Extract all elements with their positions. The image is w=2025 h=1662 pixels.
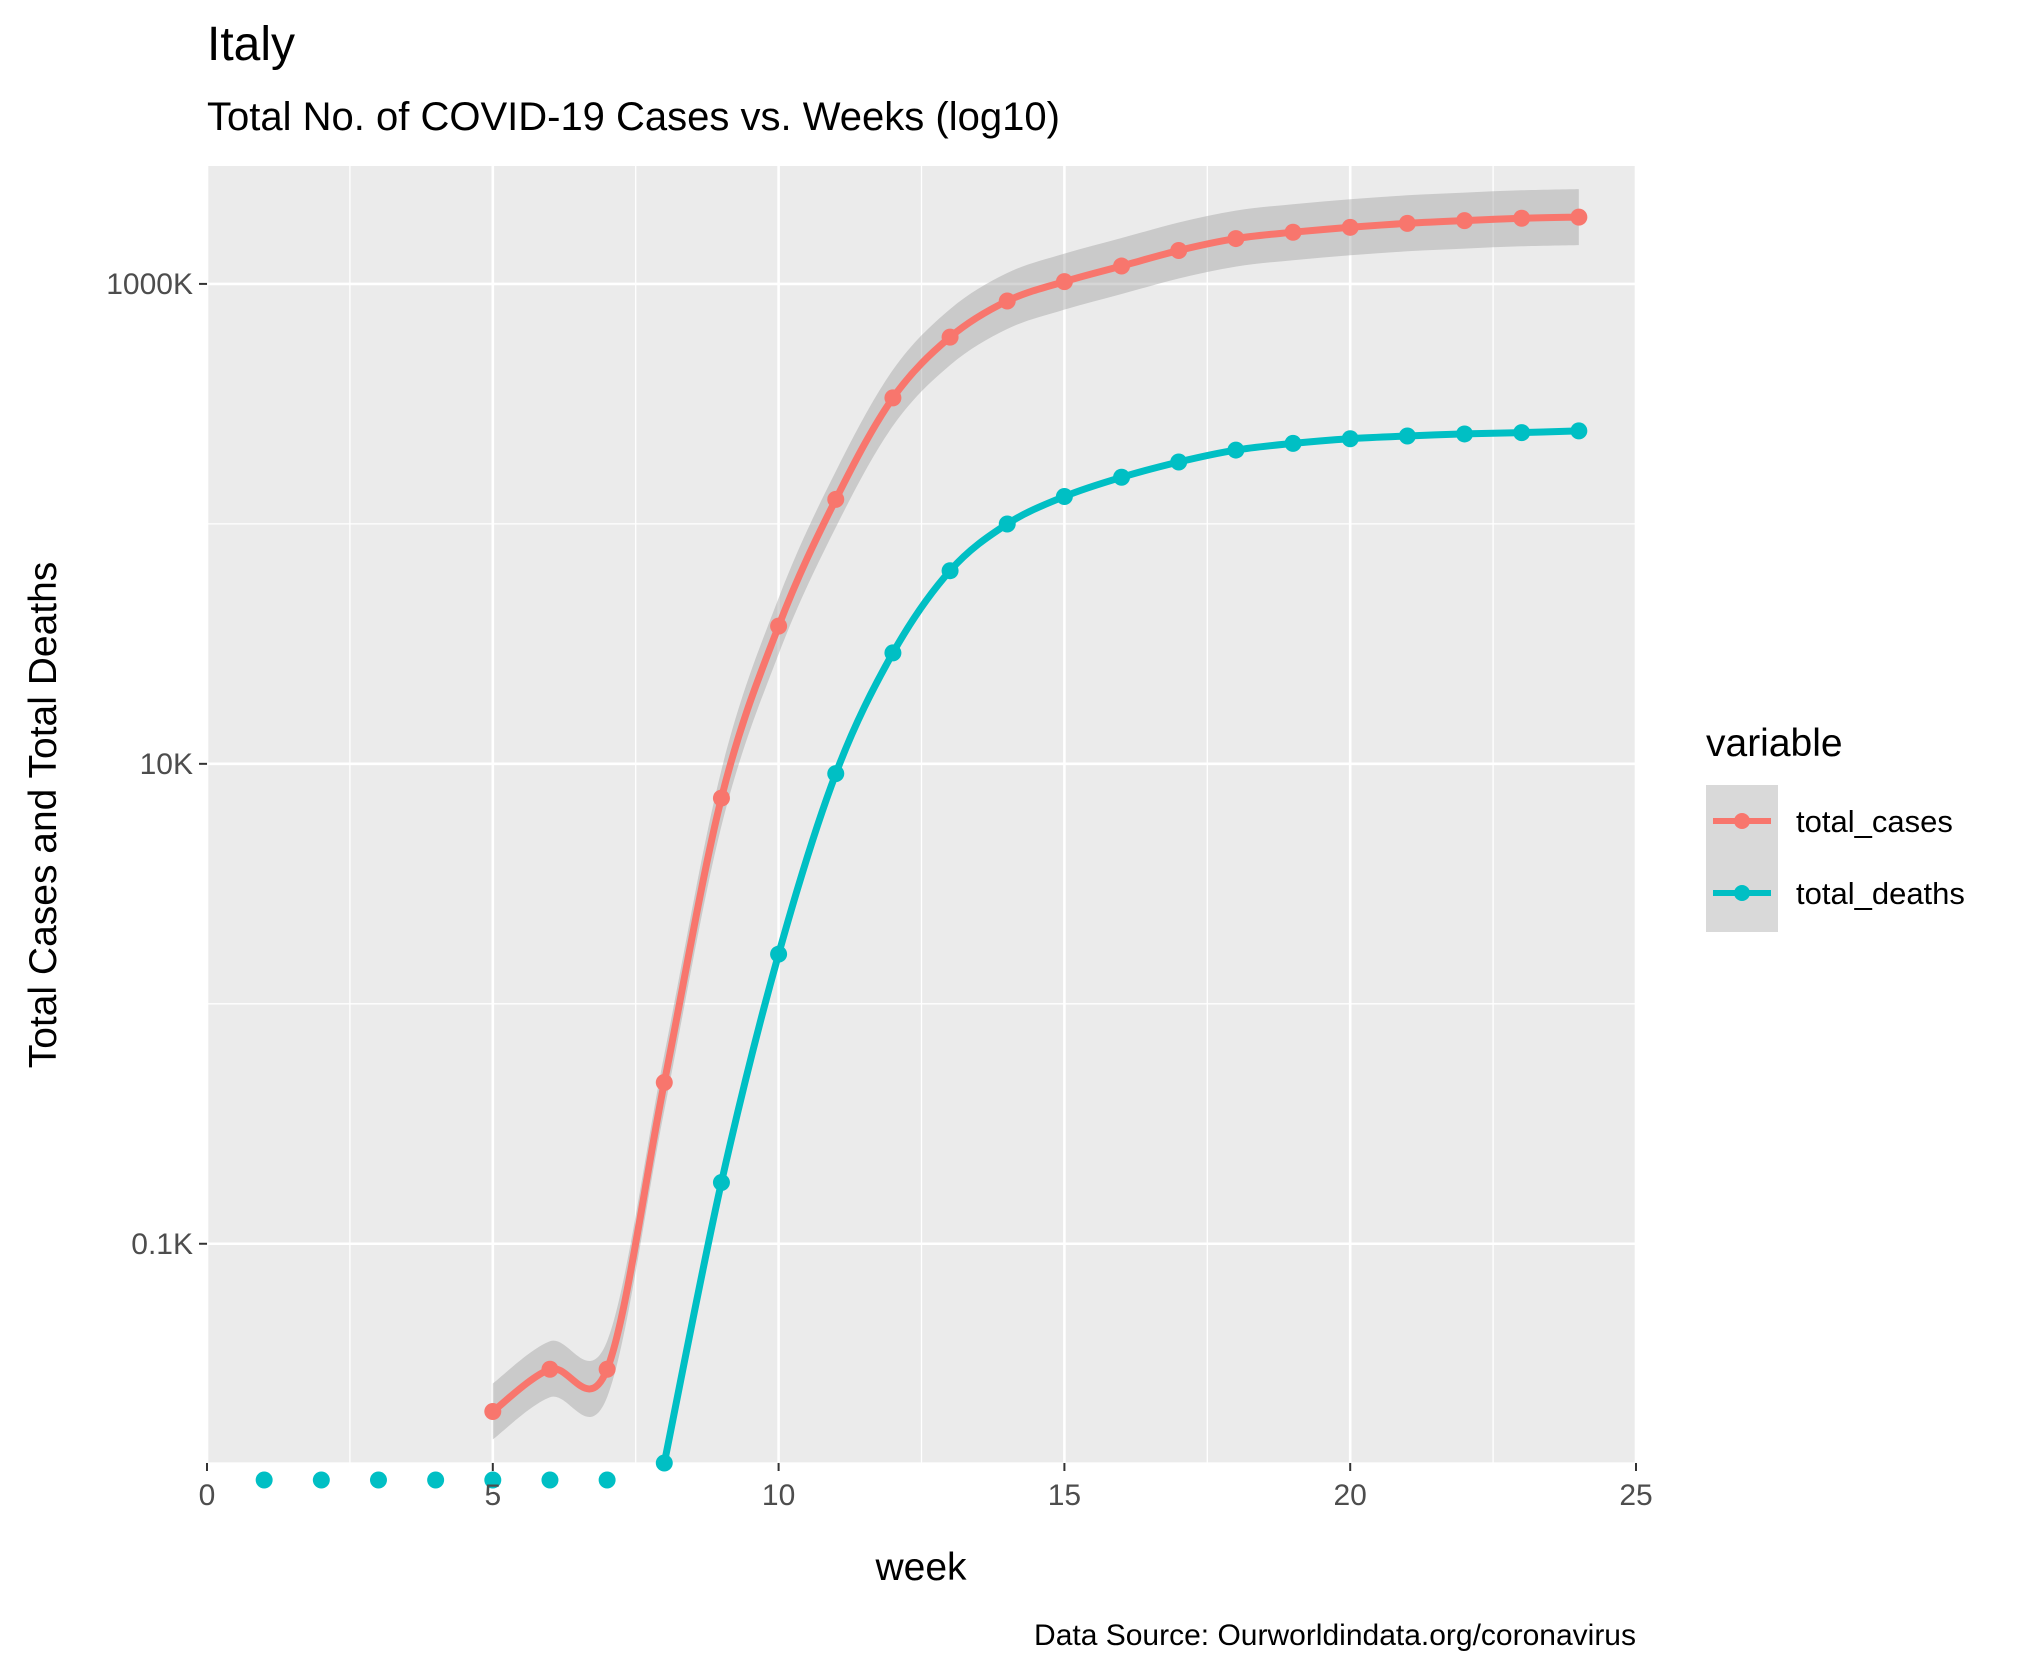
- data-point-total_deaths: [255, 1471, 273, 1489]
- data-point-total_cases: [884, 389, 902, 407]
- data-point-total_cases: [655, 1073, 673, 1091]
- x-tick-label: 10: [762, 1479, 795, 1512]
- chart-title: Italy: [207, 18, 295, 71]
- data-point-total_cases: [712, 789, 730, 807]
- data-point-total_deaths: [541, 1471, 559, 1489]
- data-point-total_deaths: [1456, 425, 1474, 443]
- data-point-total_cases: [484, 1402, 502, 1420]
- grid-major: [205, 166, 1638, 1463]
- data-point-total_deaths: [941, 562, 959, 580]
- data-point-total_cases: [827, 490, 845, 508]
- x-tick-label: 20: [1334, 1479, 1367, 1512]
- grid-minor: [207, 166, 1636, 1464]
- legend-title: variable: [1706, 722, 1843, 765]
- data-point-total_deaths: [1570, 422, 1588, 440]
- data-point-total_cases: [1341, 218, 1359, 236]
- data-point-total_deaths: [1513, 424, 1531, 442]
- data-point-total_deaths: [1113, 468, 1131, 486]
- legend-key-point: [1734, 813, 1750, 829]
- data-point-total_deaths: [1170, 453, 1188, 471]
- x-tick-label: 15: [1048, 1479, 1081, 1512]
- y-axis-title: Total Cases and Total Deaths: [22, 562, 65, 1069]
- x-tick-label: 5: [484, 1479, 501, 1512]
- data-point-total_cases: [1170, 241, 1188, 259]
- data-point-total_deaths: [427, 1471, 445, 1489]
- data-point-total_cases: [1456, 212, 1474, 230]
- x-axis-title: week: [874, 1546, 967, 1589]
- x-tick-label: 0: [199, 1479, 216, 1512]
- data-point-total_cases: [998, 292, 1016, 310]
- data-point-total_deaths: [1398, 427, 1416, 445]
- data-point-total_deaths: [1227, 441, 1245, 459]
- data-point-total_cases: [1113, 257, 1131, 275]
- legend: variable total_cases total_deaths: [1706, 722, 1965, 932]
- data-point-total_deaths: [369, 1471, 387, 1489]
- legend-label: total_cases: [1796, 804, 1953, 839]
- data-point-total_deaths: [1055, 488, 1073, 506]
- chart-subtitle: Total No. of COVID-19 Cases vs. Weeks (l…: [207, 95, 1060, 139]
- data-point-total_deaths: [712, 1174, 730, 1192]
- data-point-total_deaths: [1284, 434, 1302, 452]
- data-point-total_deaths: [827, 765, 845, 783]
- data-point-total_cases: [1513, 209, 1531, 227]
- data-point-total_deaths: [1341, 430, 1359, 448]
- data-point-total_cases: [1398, 214, 1416, 232]
- y-tick-label: 1000K: [106, 268, 193, 301]
- data-point-total_deaths: [655, 1454, 673, 1472]
- data-point-total_deaths: [884, 644, 902, 662]
- legend-key-background: [1706, 785, 1778, 932]
- chart-caption: Data Source: Ourworldindata.org/coronavi…: [1034, 1619, 1636, 1652]
- data-point-total_deaths: [770, 945, 788, 963]
- y-tick-label: 0.1K: [131, 1228, 193, 1261]
- data-point-total_cases: [941, 328, 959, 346]
- data-point-total_cases: [1570, 208, 1588, 226]
- y-tick-label: 10K: [140, 748, 193, 781]
- y-axis: 0.1K 10K 1000K: [106, 268, 207, 1261]
- data-point-total_deaths: [484, 1471, 502, 1489]
- data-point-total_cases: [598, 1360, 616, 1378]
- legend-label: total_deaths: [1796, 876, 1965, 911]
- legend-key-point: [1734, 885, 1750, 901]
- data-point-total_cases: [541, 1360, 559, 1378]
- x-tick-label: 25: [1619, 1479, 1652, 1512]
- data-point-total_cases: [1055, 273, 1073, 291]
- data-point-total_cases: [770, 617, 788, 635]
- data-point-total_deaths: [998, 515, 1016, 533]
- data-point-total_cases: [1284, 223, 1302, 241]
- x-axis: 0 5 10 15 20 25: [199, 1463, 1653, 1512]
- series-points: [255, 208, 1588, 1489]
- data-point-total_deaths: [598, 1471, 616, 1489]
- data-point-total_deaths: [312, 1471, 330, 1489]
- data-point-total_cases: [1227, 230, 1245, 248]
